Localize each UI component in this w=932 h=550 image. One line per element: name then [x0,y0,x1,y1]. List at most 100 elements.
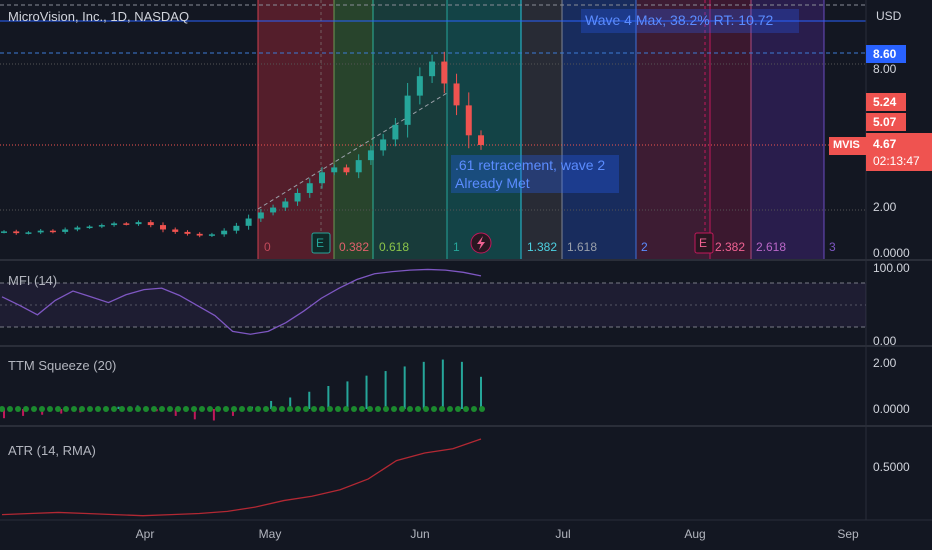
fib-label-618: 0.618 [379,240,410,254]
squeeze-dot [303,406,309,412]
squeeze-dot [407,406,413,412]
candle-body [380,139,387,151]
fib-band-382 [334,0,373,259]
tag-ticker-bg [829,137,866,155]
event-marker-box-2 [694,232,714,254]
squeeze-dot [367,406,373,412]
fib-label-1382: 1.382 [527,240,558,254]
squeeze-dot [207,406,213,412]
squeeze-dot [399,406,405,412]
squeeze-dot [47,406,53,412]
currency-label[interactable]: USD [876,9,902,23]
squeeze-dot [375,406,381,412]
fib-bands [258,0,824,259]
squeeze-dot [135,406,141,412]
candle-body [270,207,277,213]
fib-label-2618: 2.618 [756,240,787,254]
candle-body [416,76,423,96]
squeeze-dot [215,406,221,412]
squeeze-dot [415,406,421,412]
mfi-tick-0: 0.00 [873,334,897,348]
mfi-label[interactable]: MFI (14) [8,273,58,288]
squeeze-dot [127,406,133,412]
candle-body [37,230,44,233]
candle-body [208,234,215,236]
wave4-note[interactable]: Wave 4 Max, 38.2% RT: 10.72 [585,12,774,28]
squeeze-dot [23,406,29,412]
candle-body [147,222,154,226]
mfi-line [1,268,482,335]
candle-body [98,225,105,227]
squeeze-dot [0,406,5,412]
squeeze-dot [439,406,445,412]
squeeze-dot [39,406,45,412]
squeeze-dot [87,406,93,412]
squeeze-dot [239,406,245,412]
candle-body [172,229,179,232]
candle-body [221,230,228,235]
atr-label[interactable]: ATR (14, RMA) [8,443,96,458]
squeeze-dot [279,406,285,412]
y-tick-0: 0.0000 [873,246,910,260]
candle-body [257,212,264,219]
squeeze-dot [143,406,149,412]
candle-body [478,135,484,146]
candle-body [319,172,325,184]
candle-body [294,192,301,202]
candle-body [331,167,338,173]
ttm-dots [0,406,485,412]
fib-band-0 [258,0,334,259]
candle-body [184,231,191,234]
x-tick-sep: Sep [837,527,859,541]
tag-top-bg [866,45,906,63]
retrace-note-2[interactable]: Already Met [455,175,530,191]
tag-mid-bg [866,113,906,131]
atr-tick: 0.5000 [873,460,910,474]
squeeze-dot [159,406,165,412]
fib-label-2382: 2.382 [715,240,746,254]
fib-band-2382 [710,0,751,259]
candle-body [441,61,448,84]
ttm-tick-0: 0.0000 [873,402,910,416]
trend-line [257,92,448,210]
squeeze-dot [223,406,229,412]
candle-body [404,95,411,125]
squeeze-dot [271,406,277,412]
candle-body [160,225,166,230]
x-tick-aug: Aug [684,527,706,541]
squeeze-dot [471,406,477,412]
candle-body [355,160,362,173]
squeeze-dot [479,406,485,412]
ttm-label[interactable]: TTM Squeeze (20) [8,358,117,373]
fib-label-1: 1 [453,240,460,254]
squeeze-dot [327,406,333,412]
squeeze-dot [455,406,461,412]
candle-body [392,124,399,140]
retrace-box [451,155,619,193]
candle-body [453,83,460,106]
candle-body [1,231,7,233]
candle-body [282,201,289,208]
squeeze-dot [359,406,365,412]
earnings-marker-2[interactable]: E [699,236,708,250]
candle-body [429,61,436,77]
candle-body [367,150,374,161]
fib-lines [257,0,825,259]
squeeze-dot [463,406,469,412]
earnings-marker-1[interactable]: E [316,236,325,250]
fib-band-618 [373,0,447,259]
fib-label-3: 3 [829,240,836,254]
event-marker-box-1 [311,232,331,254]
chart-title: MicroVision, Inc., 1D, NASDAQ [8,9,190,24]
candle-body [245,218,252,226]
ticker-tag: MVIS [833,139,860,151]
candle-body [233,225,240,231]
y-tick-2: 2.00 [873,200,897,214]
price-tag-high: 5.24 [873,95,897,109]
candle-body [135,222,142,225]
squeeze-dot [343,406,349,412]
squeeze-dot [55,406,61,412]
wave4-box [581,9,799,33]
retrace-note-1[interactable]: .61 retracement, wave 2 [455,157,606,173]
squeeze-dot [311,406,317,412]
